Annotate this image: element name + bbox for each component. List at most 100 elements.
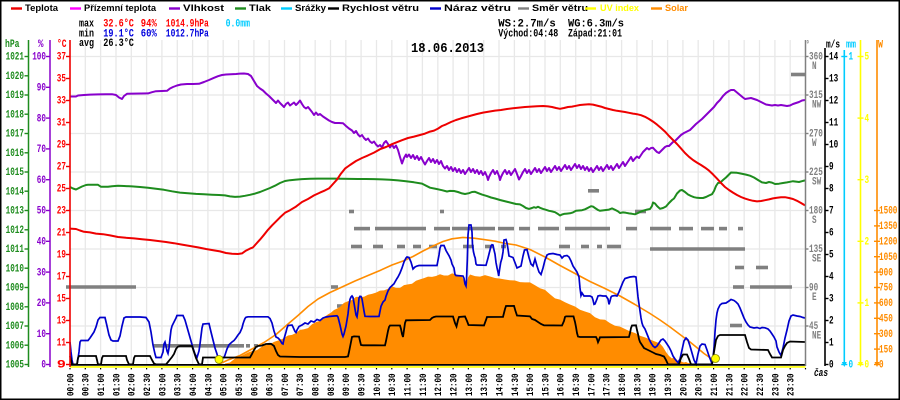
svg-text:80: 80 [37, 113, 46, 125]
svg-text:9: 9 [57, 360, 66, 372]
svg-text:°C: °C [57, 39, 67, 51]
svg-text:09:30: 09:30 [357, 374, 369, 397]
svg-text:4: 4 [829, 272, 834, 284]
svg-text:21: 21 [57, 228, 66, 240]
svg-text:750: 750 [879, 283, 893, 295]
svg-text:1010: 1010 [6, 263, 24, 275]
svg-text:N: N [812, 61, 817, 73]
svg-text:0: 0 [829, 360, 834, 372]
svg-text:1018: 1018 [6, 110, 25, 122]
svg-text:11:30: 11:30 [418, 374, 430, 397]
svg-text:13: 13 [829, 74, 838, 86]
svg-text:10:30: 10:30 [387, 374, 399, 397]
svg-text:1012.7hPa: 1012.7hPa [166, 28, 209, 40]
svg-text:5: 5 [865, 52, 870, 64]
svg-text:m/s: m/s [826, 40, 840, 52]
svg-text:04:00: 04:00 [188, 374, 200, 397]
svg-text:13: 13 [57, 316, 66, 328]
svg-text:avg: avg [79, 38, 94, 50]
svg-text:300: 300 [879, 329, 893, 341]
svg-text:100: 100 [32, 52, 46, 64]
svg-text:14:00: 14:00 [494, 373, 506, 396]
svg-text:02:30: 02:30 [142, 374, 154, 397]
svg-text:Srážky: Srážky [295, 3, 327, 14]
svg-text:1005: 1005 [6, 360, 25, 372]
svg-text:4: 4 [865, 113, 870, 125]
svg-text:1011: 1011 [6, 244, 25, 256]
svg-text:15:30: 15:30 [540, 374, 552, 397]
svg-text:12:30: 12:30 [449, 374, 461, 397]
svg-text:1012: 1012 [6, 225, 24, 237]
svg-text:08:30: 08:30 [326, 374, 338, 397]
svg-text:600: 600 [879, 298, 893, 310]
svg-text:26.3°C: 26.3°C [103, 38, 134, 50]
svg-text:Teplota: Teplota [25, 3, 59, 14]
svg-text:10: 10 [37, 329, 46, 341]
svg-text:01:30: 01:30 [111, 374, 123, 397]
svg-text:1014.9hPa: 1014.9hPa [166, 19, 209, 31]
svg-text:0: 0 [849, 360, 854, 372]
svg-text:°: ° [806, 40, 810, 52]
svg-text:0: 0 [879, 360, 884, 372]
svg-text:UV index: UV index [600, 3, 640, 14]
svg-text:E: E [812, 292, 817, 304]
svg-text:31: 31 [57, 118, 66, 130]
svg-text:13:00: 13:00 [464, 374, 476, 397]
svg-text:14: 14 [829, 52, 838, 64]
svg-text:SE: SE [812, 254, 821, 266]
svg-text:03:00: 03:00 [157, 374, 169, 397]
svg-text:1009: 1009 [6, 283, 24, 295]
svg-text:17:00: 17:00 [586, 374, 598, 397]
svg-text:mm: mm [846, 40, 856, 52]
svg-text:Západ:21:01: Západ:21:01 [568, 28, 622, 40]
svg-text:19:00: 19:00 [648, 374, 660, 397]
svg-text:1006: 1006 [6, 340, 24, 352]
svg-text:35: 35 [57, 74, 66, 86]
svg-text:08:00: 08:00 [311, 374, 323, 397]
svg-text:20:00: 20:00 [678, 374, 690, 397]
svg-text:23:00: 23:00 [770, 374, 782, 397]
svg-text:8: 8 [829, 184, 834, 196]
svg-text:23: 23 [57, 206, 66, 218]
svg-text:27: 27 [57, 162, 66, 174]
svg-text:50: 50 [37, 206, 46, 218]
svg-text:05:30: 05:30 [234, 374, 246, 397]
svg-text:45: 45 [809, 321, 818, 333]
svg-text:06:30: 06:30 [265, 374, 277, 397]
svg-text:32.6°C: 32.6°C [103, 19, 134, 31]
svg-text:06:00: 06:00 [249, 374, 261, 397]
svg-text:21:30: 21:30 [724, 374, 736, 397]
svg-text:60%: 60% [141, 28, 157, 40]
svg-text:Východ:04:48: Východ:04:48 [498, 28, 558, 40]
svg-text:00:00: 00:00 [65, 374, 77, 397]
svg-text:max: max [79, 19, 94, 31]
svg-text:0: 0 [865, 360, 870, 372]
svg-text:5: 5 [829, 250, 834, 262]
svg-text:1017: 1017 [6, 129, 24, 141]
svg-text:NE: NE [812, 331, 821, 343]
svg-text:1050: 1050 [879, 252, 897, 264]
svg-text:2: 2 [865, 237, 870, 249]
svg-text:05:00: 05:00 [219, 374, 231, 397]
svg-text:02:00: 02:00 [127, 374, 139, 397]
svg-text:10: 10 [829, 140, 838, 152]
svg-text:15:00: 15:00 [525, 374, 537, 397]
svg-text:07:30: 07:30 [295, 374, 307, 397]
svg-text:135: 135 [809, 244, 823, 256]
svg-text:16:00: 16:00 [556, 374, 568, 397]
svg-text:94%: 94% [141, 19, 157, 31]
svg-text:00:30: 00:30 [81, 374, 93, 397]
svg-text:180: 180 [809, 206, 823, 218]
svg-text:22:00: 22:00 [740, 374, 752, 397]
svg-text:315: 315 [809, 90, 823, 102]
svg-text:1014: 1014 [6, 186, 25, 198]
svg-text:1019: 1019 [6, 90, 24, 102]
svg-text:3: 3 [829, 294, 834, 306]
svg-text:6: 6 [829, 228, 834, 240]
svg-text:37: 37 [57, 52, 66, 64]
svg-text:15: 15 [57, 294, 66, 306]
svg-text:WG:6.3m/s: WG:6.3m/s [568, 19, 624, 31]
svg-text:10:00: 10:00 [372, 374, 384, 397]
svg-text:Vlhkost: Vlhkost [183, 3, 225, 14]
svg-text:09:00: 09:00 [341, 374, 353, 397]
